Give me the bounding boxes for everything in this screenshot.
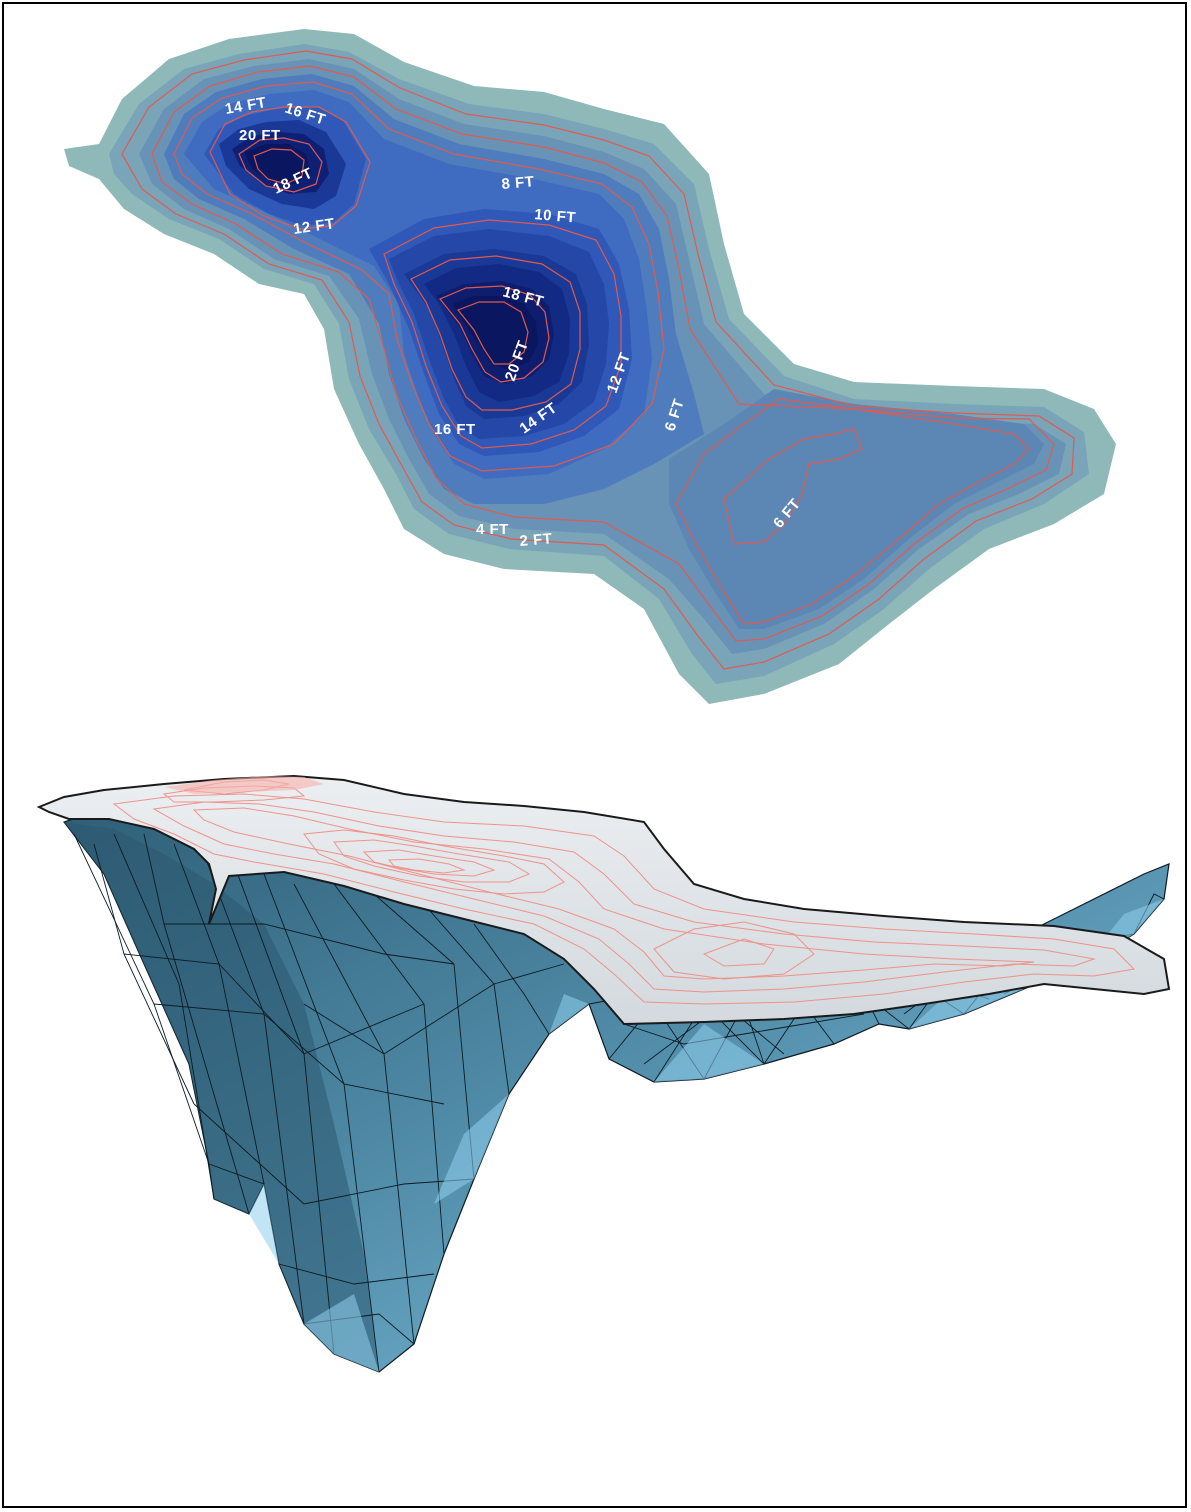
depth-label: 14 FT <box>224 94 268 118</box>
depth-band-20ft <box>452 296 538 370</box>
contour-lines <box>121 50 1075 670</box>
depth-label: 16 FT <box>434 421 476 438</box>
bathymetry-map: 14 FT 16 FT 20 FT 18 FT 12 FT 8 FT 10 FT… <box>64 29 1116 704</box>
terrain-mesh-shadow <box>64 822 379 1372</box>
depth-label: 4 FT <box>476 521 509 538</box>
depth-band-6ft-east-lobe <box>669 389 1044 629</box>
depth-label: 8 FT <box>501 173 535 193</box>
depth-label: 10 FT <box>534 206 577 227</box>
terrain-mesh-lines <box>73 833 1165 1373</box>
terrain-surface-contours <box>112 779 1136 1005</box>
depth-label: 20 FT <box>239 127 281 144</box>
figure-canvas: 14 FT 16 FT 20 FT 18 FT 12 FT 8 FT 10 FT… <box>36 29 1171 1373</box>
terrain-surface-highlight <box>164 776 324 794</box>
depth-label: 2 FT <box>519 530 553 550</box>
terrain-3d-model <box>36 774 1171 1373</box>
terrain-surface <box>36 774 1171 1026</box>
depth-label: 12 FT <box>292 215 336 238</box>
